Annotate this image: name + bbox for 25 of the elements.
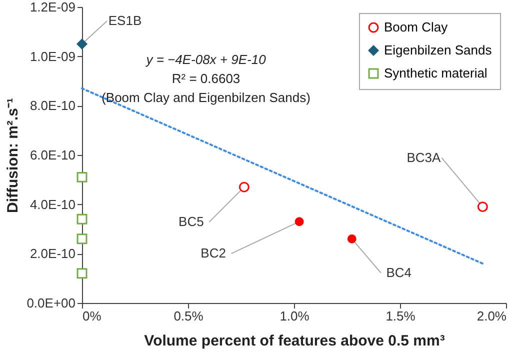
annotation: BC3A: [406, 150, 441, 165]
y-tick-label: 8.0E-10: [30, 98, 76, 114]
x-axis-title: Volume percent of features above 0.5 mm³: [144, 332, 445, 350]
annotation: BC2: [200, 246, 226, 261]
x-tick-label: 2.0%: [476, 308, 507, 324]
annotation: ES1B: [108, 13, 142, 28]
y-tick-label: 1.0E-09: [30, 48, 76, 64]
legend-label: Synthetic material: [384, 66, 488, 80]
y-tick-label: 1.2E-09: [30, 0, 76, 14]
legend-label: Boom Clay: [384, 20, 448, 34]
annotation: (Boom Clay and Eigenbilzen Sands): [102, 90, 310, 105]
x-tick-label: 1.0%: [280, 308, 310, 324]
y-tick-label: 2.0E-10: [30, 246, 76, 262]
y-tick-label: 6.0E-10: [30, 148, 76, 162]
x-tick-label: 1.5%: [386, 308, 416, 324]
x-tick-label: 0%: [82, 308, 102, 324]
legend-label: Eigenbilzen Sands: [384, 42, 492, 58]
y-axis-title: Diffusion: m².s⁻¹: [4, 98, 22, 213]
annotation: R² = 0.6603: [172, 71, 240, 86]
x-tick-label: 0.5%: [174, 308, 204, 324]
annotation: y = −4E-08x + 9E-10: [145, 52, 267, 67]
y-tick-label: 4.0E-10: [30, 196, 76, 212]
y-tick-label: 0.0E+00: [26, 296, 76, 310]
annotation: BC4: [386, 264, 412, 280]
annotation: BC5: [178, 214, 204, 230]
